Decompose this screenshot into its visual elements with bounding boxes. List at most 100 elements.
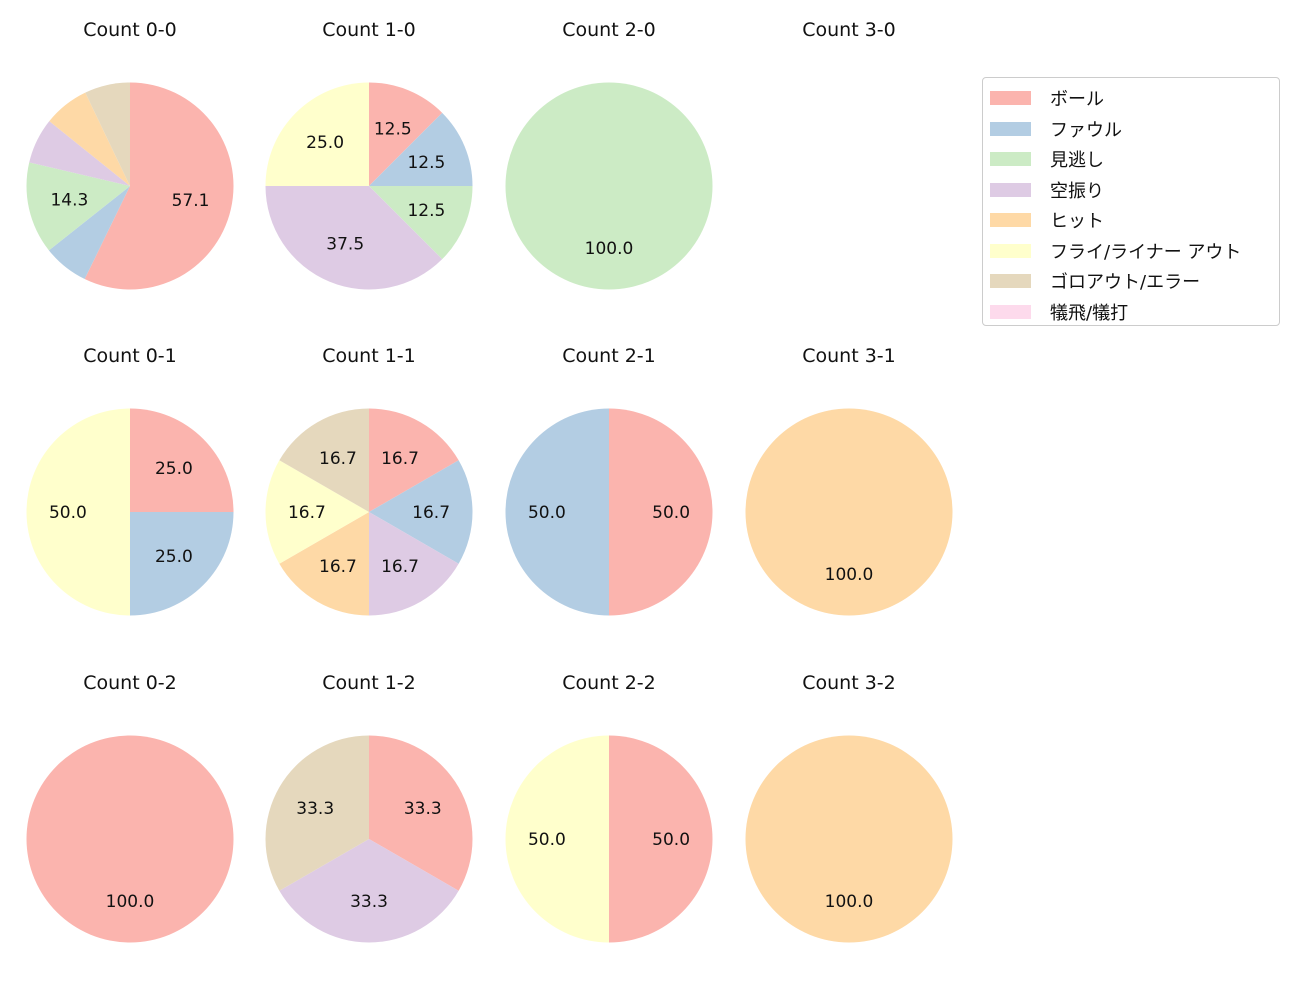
pie-count-3-1: Count 3-1 100.0 <box>745 345 953 616</box>
pie-count-1-1: Count 1-1 16.7 16.7 16.7 16.7 16.7 16.7 <box>265 345 473 616</box>
slice-label: 12.5 <box>407 201 445 221</box>
pie-slice <box>369 408 459 512</box>
legend-label: ゴロアウト/エラー <box>1050 272 1201 294</box>
pie-slice <box>369 512 459 616</box>
slice-label: 100.0 <box>825 565 874 585</box>
legend-item: 犠飛/犠打 <box>990 297 1279 328</box>
legend-swatch <box>990 182 1031 197</box>
pie-count-2-0: Count 2-0 100.0 <box>505 19 713 290</box>
slice-label: 100.0 <box>585 239 634 259</box>
slice-label: 50.0 <box>528 830 566 850</box>
slice-label: 37.5 <box>326 234 364 254</box>
pie-slice <box>49 92 130 186</box>
slice-label: 16.7 <box>319 449 357 469</box>
slice-label: 16.7 <box>381 449 419 469</box>
slice-label: 16.7 <box>288 503 326 523</box>
legend-label: ヒット <box>1050 211 1104 233</box>
legend-swatch <box>990 243 1031 258</box>
legend-swatch <box>990 121 1031 136</box>
pie-count-0-2: Count 0-2 100.0 <box>26 672 234 943</box>
pie-slice <box>265 735 369 891</box>
pie-count-3-0: Count 3-0 <box>802 19 896 41</box>
slice-label: 33.3 <box>350 892 388 912</box>
legend-item: ゴロアウト/エラー <box>990 266 1279 297</box>
slice-label: 25.0 <box>155 459 193 479</box>
pie-slice <box>29 121 131 186</box>
legend-label: ボール <box>1050 89 1104 111</box>
pie-title: Count 0-0 <box>83 19 177 41</box>
legend-item: フライ/ライナー アウト <box>990 236 1279 267</box>
legend-swatch <box>990 152 1031 167</box>
pie-slice <box>26 735 234 943</box>
pie-title: Count 3-1 <box>802 345 896 367</box>
pie-title: Count 2-0 <box>562 19 656 41</box>
pie-count-1-0: Count 1-0 12.5 12.5 12.5 37.5 25.0 <box>265 19 473 290</box>
pie-count-0-0: Count 0-0 57.1 14.3 <box>26 19 234 290</box>
pie-slice <box>369 186 473 260</box>
legend-item: ファウル <box>990 114 1279 145</box>
pie-slice <box>279 512 369 616</box>
slice-label: 12.5 <box>407 153 445 173</box>
slice-label: 33.3 <box>296 799 334 819</box>
pie-slice <box>505 408 609 616</box>
pie-title: Count 1-0 <box>322 19 416 41</box>
slice-label: 16.7 <box>412 503 450 523</box>
slice-label: 57.1 <box>172 191 210 211</box>
pie-count-0-1: Count 0-1 25.0 25.0 50.0 <box>26 345 234 616</box>
pie-count-2-2: Count 2-2 50.0 50.0 <box>505 672 713 943</box>
pie-count-1-2: Count 1-2 33.3 33.3 33.3 <box>265 672 473 943</box>
slice-label: 25.0 <box>306 133 344 153</box>
legend: ボールファウル見逃し空振りヒットフライ/ライナー アウトゴロアウト/エラー 犠飛/… <box>982 77 1280 326</box>
pie-title: Count 0-2 <box>83 672 177 694</box>
pie-title: Count 0-1 <box>83 345 177 367</box>
pie-title: Count 2-2 <box>562 672 656 694</box>
pie-slice <box>130 408 234 512</box>
slice-label: 33.3 <box>404 799 442 819</box>
legend-swatch <box>990 91 1031 106</box>
pie-slice <box>369 112 473 186</box>
legend-item: 空振り <box>990 175 1279 206</box>
pie-slice <box>265 460 369 564</box>
pie-slice <box>48 186 131 280</box>
legend-swatch <box>990 274 1031 289</box>
pie-slice <box>26 408 131 616</box>
pie-slice <box>84 82 234 290</box>
pie-slice <box>505 82 713 290</box>
slice-label: 16.7 <box>381 557 419 577</box>
legend-item: ボール <box>990 83 1279 114</box>
legend-swatch <box>990 304 1031 319</box>
pie-slice <box>85 82 130 186</box>
legend-label: 空振り <box>1050 180 1104 202</box>
pie-slice <box>265 186 443 290</box>
legend-item: 見逃し <box>990 144 1279 175</box>
slice-label: 50.0 <box>528 503 566 523</box>
legend-swatch <box>990 213 1031 228</box>
slice-label: 50.0 <box>652 503 690 523</box>
legend-label: ファウル <box>1050 119 1122 141</box>
slice-label: 25.0 <box>155 547 193 567</box>
pie-slice <box>279 408 369 512</box>
slice-label: 16.7 <box>319 557 357 577</box>
pie-slice <box>609 408 713 616</box>
pie-slice <box>265 82 369 186</box>
pie-count-3-2: Count 3-2 100.0 <box>745 672 953 943</box>
pie-slice <box>745 408 953 616</box>
pie-slice <box>130 512 234 616</box>
pie-title: Count 3-0 <box>802 19 896 41</box>
pie-slice <box>26 162 131 251</box>
pie-title: Count 1-1 <box>322 345 416 367</box>
slice-label: 100.0 <box>825 892 874 912</box>
legend-label: 見逃し <box>1050 150 1104 172</box>
slice-label: 12.5 <box>374 120 412 140</box>
pie-slice <box>505 735 609 943</box>
pie-slice <box>369 735 473 891</box>
pie-title: Count 3-2 <box>802 672 896 694</box>
legend-label: 犠飛/犠打 <box>1050 302 1129 324</box>
slice-label: 14.3 <box>50 191 88 211</box>
pie-slice <box>745 735 953 943</box>
legend-item: ヒット <box>990 205 1279 236</box>
pie-slice <box>279 839 459 943</box>
pie-count-2-1: Count 2-1 50.0 50.0 <box>505 345 713 616</box>
